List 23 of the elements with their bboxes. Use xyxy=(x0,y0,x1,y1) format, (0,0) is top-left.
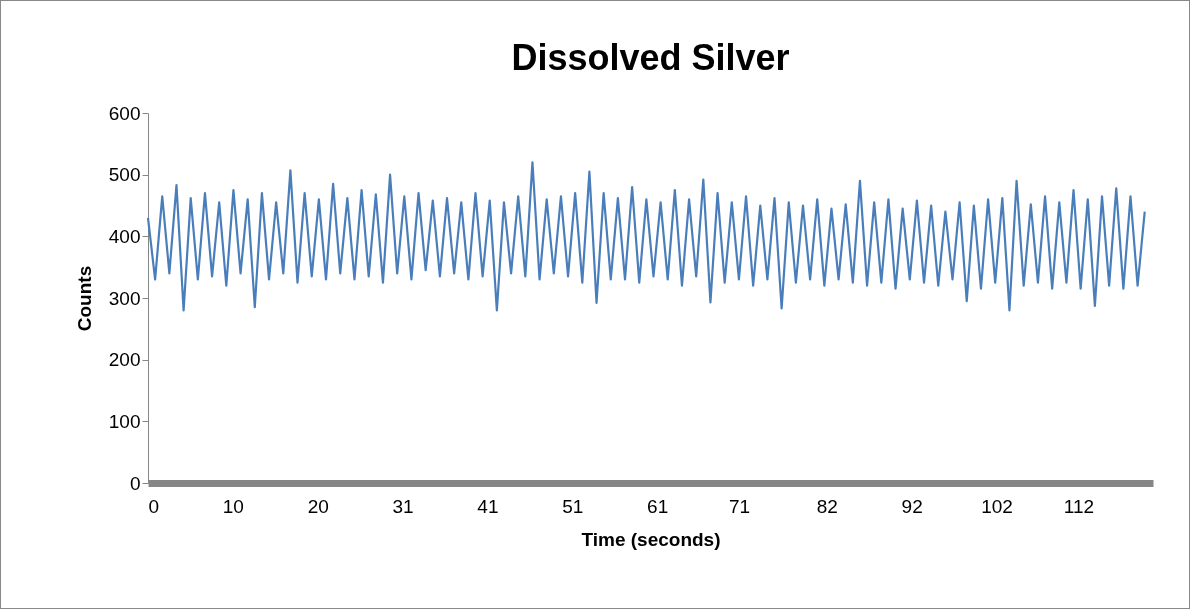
x-tick-label: 0 xyxy=(148,495,160,517)
line-series xyxy=(146,161,1146,312)
x-tick-label: 71 xyxy=(729,495,751,517)
y-axis-title: Counts xyxy=(73,265,95,332)
y-tick-label: 500 xyxy=(108,164,141,186)
y-tick-label: 600 xyxy=(108,102,141,124)
y-tick-label: 0 xyxy=(129,472,141,494)
chart-title: Dissolved Silver xyxy=(511,37,790,78)
x-tick-label: 102 xyxy=(981,495,1013,517)
y-tick-label: 200 xyxy=(108,349,141,371)
y-tick-label: 400 xyxy=(108,225,141,247)
x-tick-label: 61 xyxy=(647,495,669,517)
x-axis-title: Time (seconds) xyxy=(581,528,721,550)
x-tick-label: 82 xyxy=(816,495,838,517)
x-tick-label: 112 xyxy=(1063,495,1095,517)
y-tick-label: 100 xyxy=(108,410,141,432)
x-tick-label: 41 xyxy=(477,495,499,517)
x-tick-label: 51 xyxy=(562,495,584,517)
x-tick-label: 31 xyxy=(392,495,414,517)
x-tick-label: 20 xyxy=(307,495,329,517)
x-tick-label: 10 xyxy=(222,495,244,517)
x-tick-label: 92 xyxy=(901,495,923,517)
y-tick-label: 300 xyxy=(108,287,141,309)
